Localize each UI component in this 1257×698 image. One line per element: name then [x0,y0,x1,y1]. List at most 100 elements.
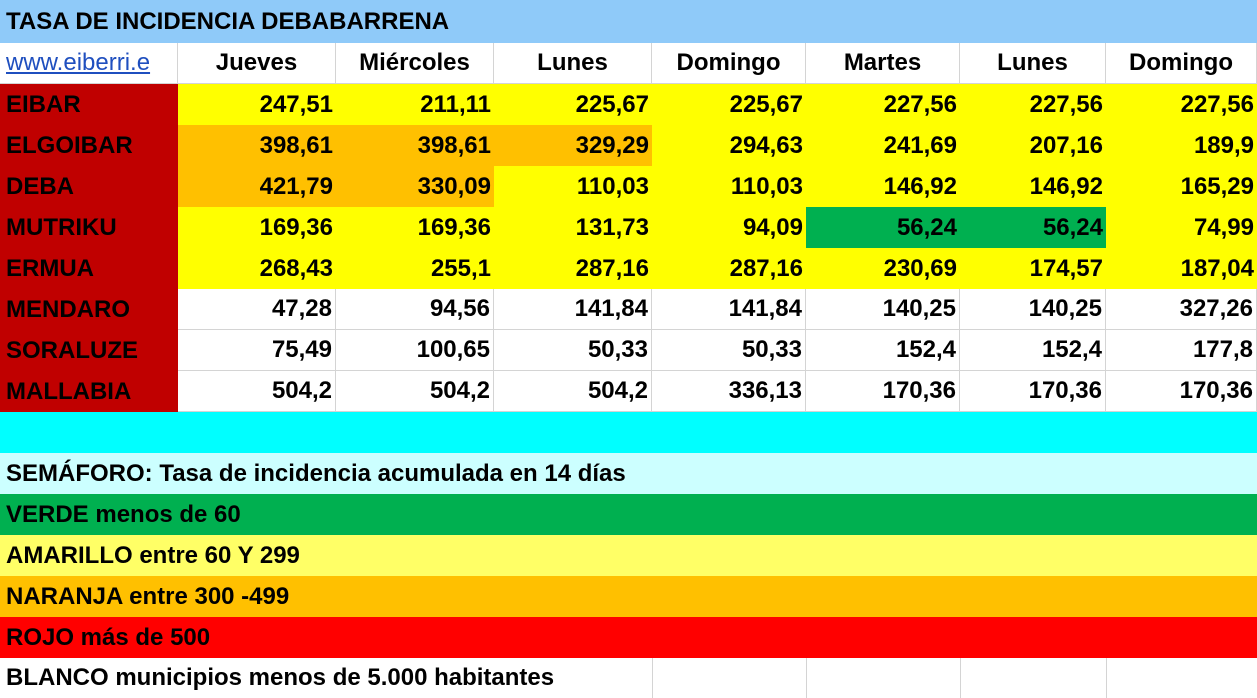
rate-cell: 50,33 [494,330,652,371]
day-header: Lunes [960,43,1106,84]
rate-cell: 141,84 [494,289,652,330]
rate-cell: 227,56 [806,84,960,125]
rate-cell: 241,69 [806,125,960,166]
grid-line [960,658,961,698]
day-header: Jueves [178,43,336,84]
rate-cell: 225,67 [652,84,806,125]
legend-text: BLANCO municipios menos de 5.000 habitan… [0,658,555,698]
rate-cell: 230,69 [806,248,960,289]
table-row: MENDARO 47,28 94,56 141,84 141,84 140,25 140,2… [0,289,1257,330]
legend-row: BLANCO municipios menos de 5.000 habitan… [0,658,1257,698]
rate-cell: 187,04 [1106,248,1257,289]
legend-row: ROJO más de 500 [0,617,1257,658]
rate-cell: 174,57 [960,248,1106,289]
municipality-name: DEBA [0,166,178,207]
rate-cell: 146,92 [806,166,960,207]
grid-line [652,658,653,698]
rate-cell: 170,36 [1106,371,1257,412]
rate-cell: 327,26 [1106,289,1257,330]
rate-cell: 255,1 [336,248,494,289]
table-row: ERMUA 268,43 255,1 287,16 287,16 230,69 174,57… [0,248,1257,289]
day-header: Domingo [652,43,806,84]
rate-cell: 336,13 [652,371,806,412]
rate-cell: 169,36 [336,207,494,248]
rate-cell: 56,24 [806,207,960,248]
rate-cell: 56,24 [960,207,1106,248]
rate-cell: 141,84 [652,289,806,330]
grid-line [806,658,807,698]
rate-cell: 100,65 [336,330,494,371]
rate-cell: 225,67 [494,84,652,125]
rate-cell: 50,33 [652,330,806,371]
rate-cell: 504,2 [336,371,494,412]
rate-cell: 47,28 [178,289,336,330]
rate-cell: 247,51 [178,84,336,125]
rate-cell: 170,36 [806,371,960,412]
legend-row: VERDE menos de 60 [0,494,1257,535]
table-row: SORALUZE 75,49 100,65 50,33 50,33 152,4 152,4 1… [0,330,1257,371]
header-row: www.eiberri.e Jueves Miércoles Lunes Domingo… [0,43,1257,84]
table-row: MALLABIA 504,2 504,2 504,2 336,13 170,36 170,3… [0,371,1257,412]
legend-row: SEMÁFORO: Tasa de incidencia acumulada e… [0,453,1257,494]
municipality-name: MENDARO [0,289,178,330]
rate-cell: 227,56 [1106,84,1257,125]
legend-text: SEMÁFORO: Tasa de incidencia acumulada e… [6,459,626,487]
grid-line [1106,658,1107,698]
table-row: DEBA 421,79 330,09 110,03 110,03 146,92 146,92… [0,166,1257,207]
day-header: Martes [806,43,960,84]
rate-cell: 421,79 [178,166,336,207]
municipality-name: MUTRIKU [0,207,178,248]
municipality-name: ERMUA [0,248,178,289]
website-link[interactable]: www.eiberri.e [0,43,178,84]
legend-text [0,412,6,453]
table-row: EIBAR 247,51 211,11 225,67 225,67 227,56 227,5… [0,84,1257,125]
rate-cell: 152,4 [806,330,960,371]
rate-cell: 170,36 [960,371,1106,412]
day-header: Miércoles [336,43,494,84]
rate-cell: 169,36 [178,207,336,248]
municipality-name: MALLABIA [0,371,178,412]
title-row: TASA DE INCIDENCIA DEBABARRENA [0,0,1257,43]
rate-cell: 75,49 [178,330,336,371]
rate-cell: 110,03 [652,166,806,207]
rate-cell: 287,16 [494,248,652,289]
rate-cell: 131,73 [494,207,652,248]
rate-cell: 398,61 [178,125,336,166]
rate-cell: 211,11 [336,84,494,125]
legend-text: VERDE menos de 60 [6,500,241,528]
municipality-name: SORALUZE [0,330,178,371]
rate-cell: 189,9 [1106,125,1257,166]
rate-cell: 287,16 [652,248,806,289]
rate-cell: 74,99 [1106,207,1257,248]
legend-text: ROJO más de 500 [6,623,211,651]
rate-cell: 398,61 [336,125,494,166]
day-header: Domingo [1106,43,1257,84]
rate-cell: 227,56 [960,84,1106,125]
rate-cell: 207,16 [960,125,1106,166]
legend-text: AMARILLO entre 60 Y 299 [6,541,300,569]
rate-cell: 110,03 [494,166,652,207]
legend-row: AMARILLO entre 60 Y 299 [0,535,1257,576]
rate-cell: 140,25 [960,289,1106,330]
day-header: Lunes [494,43,652,84]
rate-cell: 294,63 [652,125,806,166]
rate-cell: 330,09 [336,166,494,207]
rate-cell: 504,2 [178,371,336,412]
municipality-name: EIBAR [0,84,178,125]
rate-cell: 504,2 [494,371,652,412]
rate-cell: 94,56 [336,289,494,330]
rate-cell: 268,43 [178,248,336,289]
rate-cell: 94,09 [652,207,806,248]
rate-cell: 329,29 [494,125,652,166]
rate-cell: 165,29 [1106,166,1257,207]
legend-row [0,412,1257,453]
legend-row: NARANJA entre 300 -499 [0,576,1257,617]
rate-cell: 146,92 [960,166,1106,207]
table-row: ELGOIBAR 398,61 398,61 329,29 294,63 241,69 20… [0,125,1257,166]
legend-text: NARANJA entre 300 -499 [6,582,290,610]
rate-cell: 152,4 [960,330,1106,371]
municipality-name: ELGOIBAR [0,125,178,166]
table-row: MUTRIKU 169,36 169,36 131,73 94,09 56,24 56,24… [0,207,1257,248]
sheet-title: TASA DE INCIDENCIA DEBABARRENA [6,7,450,35]
